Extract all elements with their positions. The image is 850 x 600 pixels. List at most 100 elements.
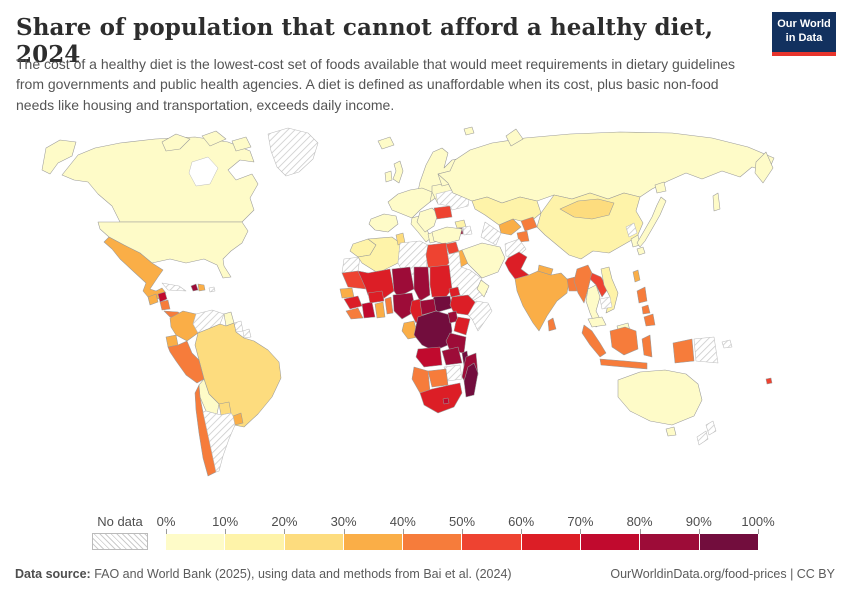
legend-color-bin[interactable]: [581, 534, 641, 550]
legend-color-bin[interactable]: [699, 534, 758, 550]
map-region[interactable]: [433, 205, 453, 220]
map-region[interactable]: [231, 136, 252, 152]
map-region[interactable]: [448, 286, 461, 298]
map-region[interactable]: [147, 293, 159, 306]
map-region[interactable]: [391, 266, 415, 298]
map-region[interactable]: [641, 304, 651, 315]
legend-color-bin[interactable]: [521, 534, 582, 550]
map-region[interactable]: [415, 346, 443, 368]
map-region[interactable]: [712, 192, 721, 212]
map-region[interactable]: [463, 362, 479, 398]
legend-color-bin[interactable]: [462, 534, 522, 550]
map-region[interactable]: [392, 292, 417, 320]
map-region[interactable]: [442, 397, 450, 405]
map-region[interactable]: [374, 301, 386, 319]
map-region[interactable]: [413, 310, 453, 352]
legend-color-bin[interactable]: [284, 534, 344, 550]
map-region[interactable]: [476, 279, 490, 298]
map-region[interactable]: [411, 366, 431, 394]
map-region[interactable]: [480, 221, 502, 246]
map-region[interactable]: [696, 430, 709, 446]
map-region[interactable]: [463, 126, 475, 136]
map-region[interactable]: [267, 127, 319, 177]
map-region[interactable]: [654, 181, 667, 194]
map-region[interactable]: [392, 160, 404, 184]
map-region[interactable]: [431, 226, 463, 245]
map-region[interactable]: [559, 198, 615, 220]
map-region[interactable]: [61, 136, 259, 223]
map-region[interactable]: [599, 296, 613, 310]
map-region[interactable]: [453, 316, 471, 336]
map-region[interactable]: [705, 420, 717, 436]
map-region[interactable]: [202, 410, 236, 473]
map-region[interactable]: [194, 384, 217, 477]
owid-url-license[interactable]: OurWorldinData.org/food-prices | CC BY: [610, 567, 835, 581]
map-region[interactable]: [641, 334, 653, 358]
map-region[interactable]: [341, 256, 361, 274]
map-region[interactable]: [693, 336, 719, 364]
map-region[interactable]: [537, 264, 554, 276]
map-region[interactable]: [617, 369, 703, 426]
map-region[interactable]: [384, 170, 393, 183]
legend-color-bin[interactable]: [640, 534, 700, 550]
map-region[interactable]: [643, 313, 656, 327]
map-region[interactable]: [462, 225, 473, 236]
map-region[interactable]: [625, 222, 638, 238]
map-region[interactable]: [197, 283, 206, 292]
map-region[interactable]: [419, 382, 463, 414]
legend-color-bin[interactable]: [225, 534, 285, 550]
legend-color-bin[interactable]: [166, 534, 226, 550]
map-region[interactable]: [416, 207, 439, 233]
map-region[interactable]: [413, 266, 431, 302]
map-region[interactable]: [427, 368, 449, 388]
map-region[interactable]: [343, 295, 363, 310]
map-region[interactable]: [157, 291, 168, 303]
map-region[interactable]: [368, 213, 399, 233]
map-region[interactable]: [218, 401, 232, 416]
map-region[interactable]: [41, 139, 77, 175]
map-region[interactable]: [589, 272, 609, 298]
map-region[interactable]: [600, 266, 619, 314]
map-region[interactable]: [467, 300, 493, 332]
map-region[interactable]: [505, 128, 524, 147]
map-region[interactable]: [632, 269, 641, 283]
map-region[interactable]: [765, 377, 773, 385]
map-region[interactable]: [721, 339, 733, 349]
map-region[interactable]: [361, 301, 376, 319]
map-region[interactable]: [429, 264, 453, 298]
map-region[interactable]: [357, 268, 395, 302]
legend-no-data[interactable]: No data: [92, 514, 148, 550]
map-region[interactable]: [609, 326, 639, 356]
map-region[interactable]: [437, 131, 775, 204]
map-region[interactable]: [201, 130, 227, 147]
map-region[interactable]: [242, 328, 252, 339]
map-region[interactable]: [339, 287, 355, 299]
map-region[interactable]: [636, 246, 646, 256]
map-region[interactable]: [103, 236, 167, 300]
map-region[interactable]: [384, 296, 394, 315]
map-region[interactable]: [190, 283, 199, 292]
map-region[interactable]: [159, 299, 171, 311]
map-region[interactable]: [636, 196, 667, 248]
map-region[interactable]: [461, 242, 506, 279]
map-region[interactable]: [573, 264, 593, 304]
map-region[interactable]: [161, 133, 191, 152]
map-region[interactable]: [441, 346, 463, 366]
map-region[interactable]: [161, 282, 187, 292]
map-region[interactable]: [387, 187, 433, 219]
legend-no-data-swatch[interactable]: [92, 533, 148, 550]
map-region[interactable]: [672, 338, 695, 364]
map-region[interactable]: [754, 151, 774, 184]
map-region[interactable]: [514, 270, 570, 332]
map-region[interactable]: [471, 196, 542, 226]
map-region[interactable]: [498, 218, 522, 236]
map-region[interactable]: [636, 286, 648, 304]
map-region[interactable]: [581, 324, 607, 358]
map-region[interactable]: [367, 290, 385, 304]
map-region[interactable]: [587, 316, 607, 328]
map-region[interactable]: [208, 286, 216, 293]
legend-color-bin[interactable]: [403, 534, 463, 550]
map-region[interactable]: [345, 307, 364, 320]
map-region[interactable]: [599, 358, 648, 370]
map-region[interactable]: [547, 317, 557, 332]
